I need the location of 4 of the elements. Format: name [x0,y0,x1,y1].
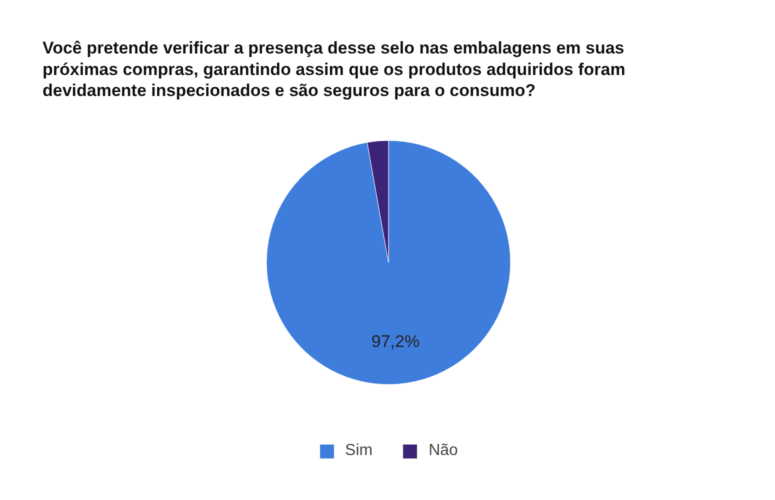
legend-label: Sim [345,442,373,460]
data-label: 97,2% [371,332,420,351]
legend-label: Não [428,442,458,460]
chart-title: Você pretende verificar a presença desse selo nas embalagens em suas próximas compras, garantindo assim que os produtos adquiridos foram devidamente inspecionados e são seguros para o consumo? [42,38,626,100]
